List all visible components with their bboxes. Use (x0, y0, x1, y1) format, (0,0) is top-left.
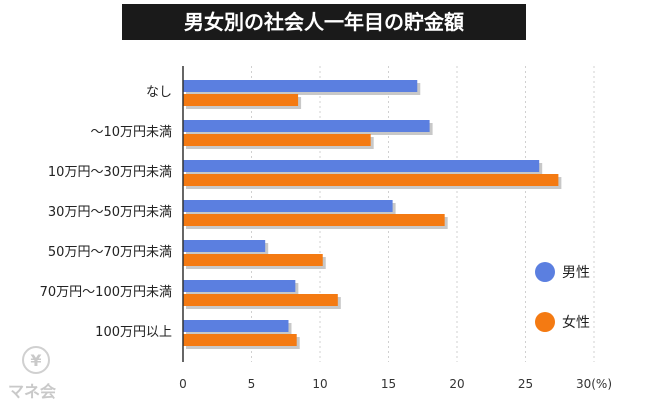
yen-coin-icon (22, 346, 50, 374)
bar-female (183, 174, 559, 186)
watermark-symbol: ¥ (30, 351, 41, 370)
category-label: 10万円〜30万円未満 (48, 165, 172, 180)
grid (251, 66, 595, 362)
bar-female (183, 334, 297, 346)
x-tick-label: 25 (518, 377, 533, 391)
watermark-logo: ¥ マネ会 (8, 346, 56, 401)
bars (183, 80, 559, 346)
bar-female (183, 294, 338, 306)
title-box: 男女別の社会人一年目の貯金額 (122, 4, 526, 40)
category-label: 30万円〜50万円未満 (48, 205, 172, 220)
category-label: なし (146, 85, 172, 100)
bar-female (183, 134, 371, 146)
bar-male (183, 120, 430, 132)
legend-marker (535, 312, 555, 332)
bar-male (183, 80, 418, 92)
bar-female (183, 254, 323, 266)
bar-male (183, 320, 289, 332)
x-tick-label: 10 (312, 377, 327, 391)
category-label: 50万円〜70万円未満 (48, 245, 172, 260)
bar-female (183, 214, 445, 226)
legend-label: 男性 (562, 265, 590, 281)
legend-label: 女性 (562, 314, 590, 331)
bar-male (183, 200, 393, 212)
category-labels: なし〜10万円未満 10万円〜30万円未満 30万円〜50万円未満 50万円〜70万円… (40, 85, 172, 340)
bar-male (183, 160, 540, 172)
category-label: 70万円〜100万円未満 (40, 285, 172, 300)
watermark-text: マネ会 (8, 382, 56, 401)
bar-male (183, 280, 296, 292)
bar-male (183, 240, 266, 252)
bar-female (183, 94, 299, 106)
title-background (122, 4, 526, 40)
x-tick-label: 0 (179, 377, 187, 391)
category-label: 〜10万円未満 (90, 125, 172, 140)
legend-marker (535, 262, 555, 282)
category-label: 100万円以上 (95, 325, 172, 340)
x-tick-label: 20 (449, 377, 464, 391)
x-tick-label: 15 (381, 377, 396, 391)
chart-title: 男女別の社会人一年目の貯金額 (184, 10, 464, 34)
x-tick-label: 30(%) (576, 377, 612, 391)
x-tick-label: 5 (248, 377, 256, 391)
x-tick-labels: 0 5 10 15 20 25 30(%) (179, 377, 612, 391)
